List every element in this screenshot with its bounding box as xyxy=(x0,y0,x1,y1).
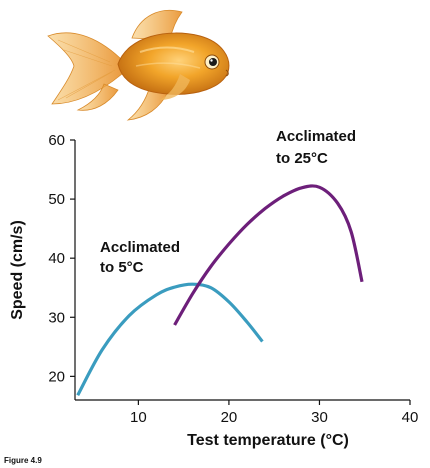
y-axis-title: Speed (cm/s) xyxy=(9,220,26,320)
series-line-acclimated-25c xyxy=(173,184,364,326)
series-label-cold-line2: to 5°C xyxy=(100,259,144,276)
x-tick-label: 30 xyxy=(311,409,328,426)
series-label-cold-line1: Acclimated xyxy=(100,239,180,256)
x-tick-label: 20 xyxy=(221,409,238,426)
y-tick-label: 40 xyxy=(48,250,65,267)
y-tick-label: 20 xyxy=(48,368,65,385)
figure-label: Figure 4.9 xyxy=(4,456,42,465)
x-axis-title: Test temperature (°C) xyxy=(187,432,349,449)
plot-area: 10 20 30 40 20 30 40 50 60 xyxy=(48,132,418,426)
series-label-warm-line2: to 25°C xyxy=(276,150,328,167)
x-tick-label: 40 xyxy=(402,409,419,426)
axis-ticks: 10 20 30 40 20 30 40 50 60 xyxy=(48,132,418,426)
y-tick-label: 30 xyxy=(48,309,65,326)
y-tick-label: 60 xyxy=(48,132,65,149)
series-label-warm-line1: Acclimated xyxy=(276,128,356,145)
series-layer xyxy=(76,184,364,397)
series-line-acclimated-5c xyxy=(76,282,264,397)
goldfish-illustration xyxy=(47,9,230,121)
x-tick-label: 10 xyxy=(130,409,147,426)
y-tick-label: 50 xyxy=(48,191,65,208)
